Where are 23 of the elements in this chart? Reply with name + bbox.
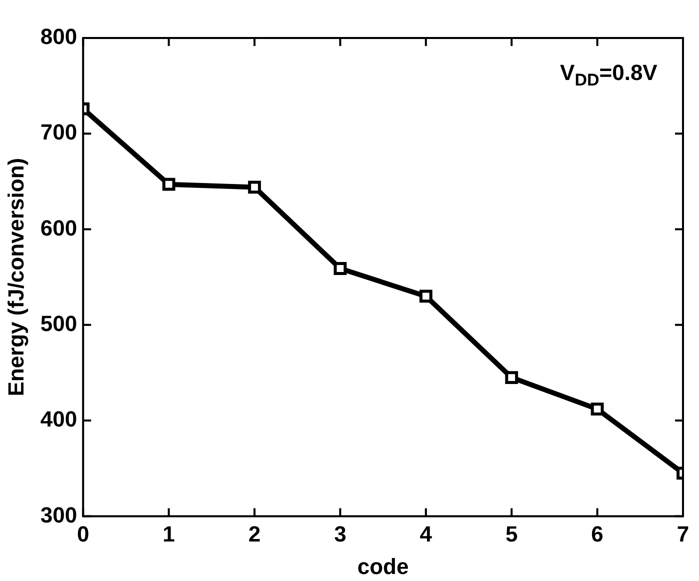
point [590, 402, 604, 416]
point [505, 371, 518, 384]
point [334, 262, 347, 275]
point [162, 178, 176, 191]
x-axis-title: code [357, 554, 409, 579]
y-tick-label: 400 [40, 406, 78, 432]
y-axis-title: Energy (fJ/conversion) [3, 158, 28, 396]
y-tick-label: 300 [40, 502, 78, 528]
annotation: V$_{DD}$=0.8V [560, 60, 658, 90]
y-tick-label: 500 [40, 310, 78, 336]
x-tick-label: 2 [248, 521, 261, 546]
y-tick-label: 600 [40, 215, 78, 240]
x-tick-label: 6 [591, 521, 604, 546]
y-tick-label: 800 [40, 24, 78, 50]
x-tick-label: 5 [505, 521, 518, 546]
x-tick-label: 4 [420, 521, 433, 546]
x-tick-label: 0 [76, 521, 90, 546]
y-tick-label: 700 [40, 120, 78, 145]
x-tick-label: 3 [334, 521, 346, 546]
x-tick-label: 1 [162, 521, 175, 546]
point [248, 180, 261, 194]
point [419, 290, 432, 303]
x-tick-label: 7 [676, 521, 690, 546]
